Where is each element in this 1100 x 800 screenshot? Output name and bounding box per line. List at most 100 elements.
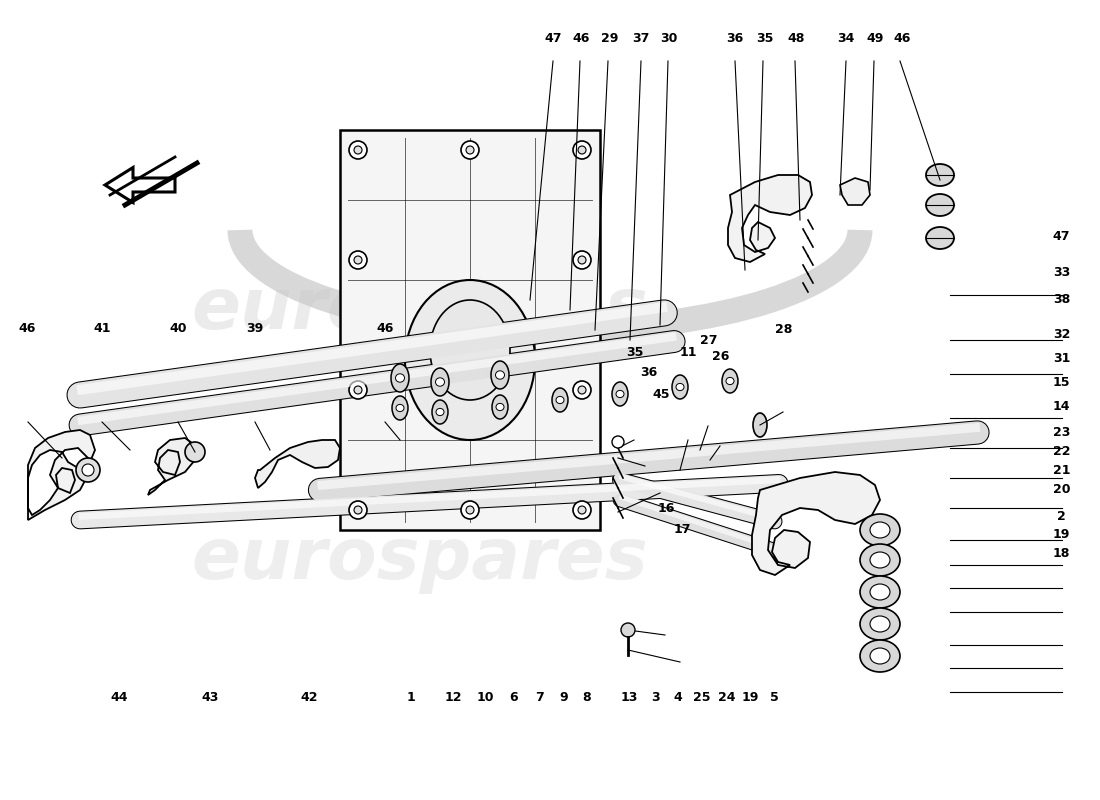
- Circle shape: [573, 141, 591, 159]
- Circle shape: [573, 501, 591, 519]
- Ellipse shape: [405, 280, 535, 440]
- Ellipse shape: [870, 552, 890, 568]
- Text: 7: 7: [535, 691, 543, 704]
- Text: 3: 3: [651, 691, 660, 704]
- Text: 41: 41: [94, 322, 111, 334]
- Text: 46: 46: [893, 32, 911, 45]
- Polygon shape: [728, 175, 812, 262]
- Text: 1: 1: [407, 691, 416, 704]
- Ellipse shape: [492, 395, 508, 419]
- Circle shape: [82, 464, 94, 476]
- Text: 9: 9: [559, 691, 568, 704]
- Text: 25: 25: [693, 691, 711, 704]
- Circle shape: [349, 501, 367, 519]
- Ellipse shape: [860, 544, 900, 576]
- Text: 30: 30: [660, 32, 678, 45]
- Circle shape: [354, 386, 362, 394]
- Circle shape: [466, 146, 474, 154]
- Ellipse shape: [870, 616, 890, 632]
- Ellipse shape: [754, 413, 767, 437]
- Ellipse shape: [926, 227, 954, 249]
- Text: 49: 49: [867, 32, 884, 45]
- Text: 35: 35: [626, 346, 644, 358]
- Ellipse shape: [860, 608, 900, 640]
- Circle shape: [461, 141, 478, 159]
- Circle shape: [76, 458, 100, 482]
- Ellipse shape: [860, 514, 900, 546]
- Text: 36: 36: [640, 366, 658, 379]
- Text: 43: 43: [201, 691, 219, 704]
- Text: 6: 6: [509, 691, 518, 704]
- Text: 4: 4: [673, 691, 682, 704]
- Polygon shape: [255, 440, 340, 488]
- Circle shape: [612, 436, 624, 448]
- Text: 34: 34: [837, 32, 855, 45]
- Circle shape: [573, 381, 591, 399]
- Text: 26: 26: [712, 350, 729, 363]
- Text: 14: 14: [1053, 400, 1070, 413]
- Polygon shape: [840, 178, 870, 205]
- Text: 29: 29: [601, 32, 618, 45]
- Text: 38: 38: [1053, 293, 1070, 306]
- Text: 47: 47: [544, 32, 562, 45]
- Ellipse shape: [495, 371, 505, 379]
- Text: 11: 11: [680, 346, 697, 358]
- Text: 2: 2: [1057, 510, 1066, 522]
- Text: 18: 18: [1053, 547, 1070, 560]
- Ellipse shape: [616, 390, 624, 398]
- Ellipse shape: [870, 648, 890, 664]
- Ellipse shape: [491, 361, 509, 389]
- Circle shape: [621, 623, 635, 637]
- Circle shape: [573, 251, 591, 269]
- Ellipse shape: [722, 369, 738, 393]
- Ellipse shape: [552, 388, 568, 412]
- Text: eurospares: eurospares: [191, 275, 648, 345]
- Ellipse shape: [926, 194, 954, 216]
- Ellipse shape: [860, 640, 900, 672]
- Circle shape: [349, 141, 367, 159]
- Text: 8: 8: [582, 691, 591, 704]
- Circle shape: [578, 146, 586, 154]
- Ellipse shape: [612, 382, 628, 406]
- Text: 44: 44: [110, 691, 128, 704]
- Ellipse shape: [870, 522, 890, 538]
- Text: 35: 35: [756, 32, 773, 45]
- Ellipse shape: [431, 368, 449, 396]
- Text: 42: 42: [300, 691, 318, 704]
- Text: 39: 39: [246, 322, 264, 334]
- Ellipse shape: [392, 396, 408, 420]
- Ellipse shape: [396, 404, 404, 411]
- Ellipse shape: [926, 164, 954, 186]
- Text: 46: 46: [376, 322, 394, 334]
- Text: 33: 33: [1053, 266, 1070, 278]
- Circle shape: [354, 256, 362, 264]
- Text: 31: 31: [1053, 352, 1070, 365]
- Text: 28: 28: [774, 323, 792, 336]
- Text: 24: 24: [718, 691, 736, 704]
- Text: 10: 10: [476, 691, 494, 704]
- Text: 48: 48: [788, 32, 805, 45]
- Text: 47: 47: [1053, 230, 1070, 242]
- Text: 20: 20: [1053, 483, 1070, 496]
- FancyBboxPatch shape: [340, 130, 600, 530]
- Circle shape: [354, 146, 362, 154]
- Ellipse shape: [432, 400, 448, 424]
- Text: 45: 45: [652, 388, 670, 401]
- Text: 5: 5: [770, 691, 779, 704]
- Ellipse shape: [860, 576, 900, 608]
- Text: eurospares: eurospares: [191, 526, 648, 594]
- Ellipse shape: [496, 403, 504, 410]
- Text: 13: 13: [620, 691, 638, 704]
- Text: 19: 19: [1053, 528, 1070, 541]
- Text: 22: 22: [1053, 446, 1070, 458]
- Text: 46: 46: [19, 322, 36, 334]
- Circle shape: [461, 501, 478, 519]
- Polygon shape: [28, 430, 95, 520]
- Circle shape: [185, 442, 205, 462]
- Text: 36: 36: [726, 32, 744, 45]
- Text: 12: 12: [444, 691, 462, 704]
- Text: 15: 15: [1053, 376, 1070, 389]
- Circle shape: [578, 506, 586, 514]
- Ellipse shape: [396, 374, 405, 382]
- Ellipse shape: [672, 375, 688, 399]
